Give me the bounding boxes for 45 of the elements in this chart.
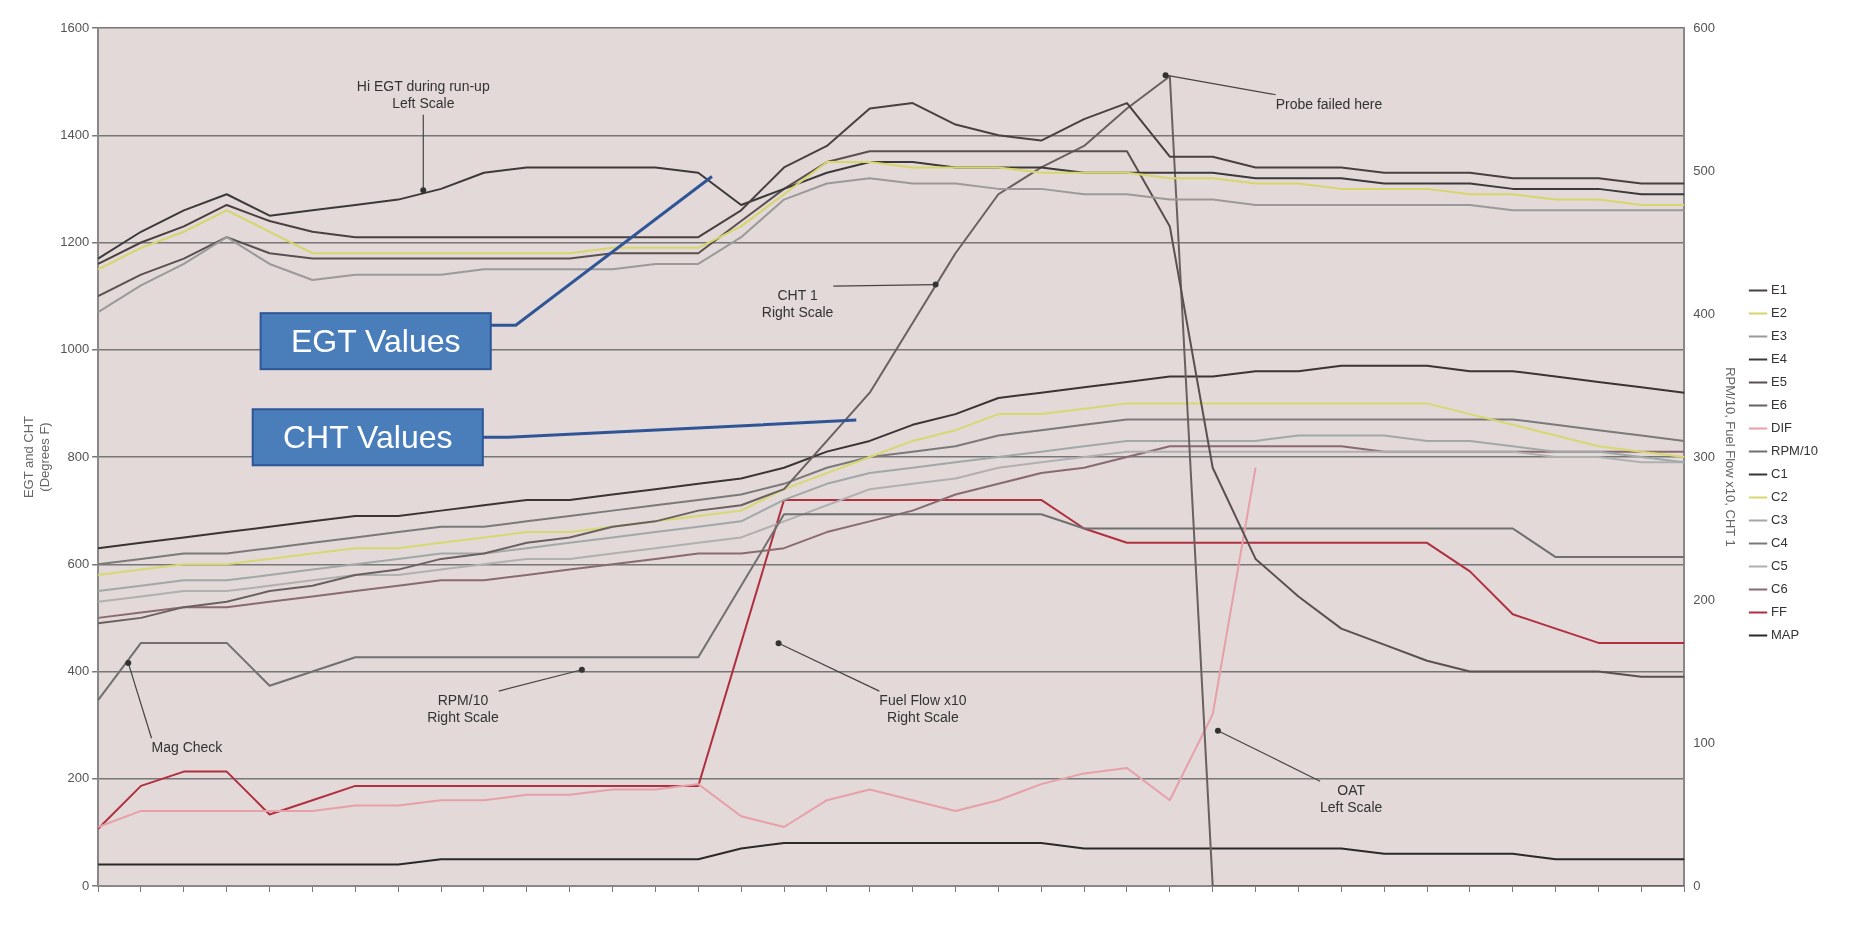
y2-axis-title: RPM/10, Fuel Flow x10, CHT 1 bbox=[1723, 367, 1739, 547]
y-tick-label: 1600 bbox=[60, 19, 90, 35]
legend-label: E1 bbox=[1771, 282, 1787, 298]
y2-tick-label: 400 bbox=[1693, 305, 1715, 321]
y-tick-label: 1000 bbox=[60, 341, 90, 357]
y2-tick-label: 0 bbox=[1693, 877, 1701, 893]
y-axis-title: EGT and CHT (Degrees F) bbox=[21, 415, 52, 499]
annotation: Mag Check bbox=[151, 739, 224, 756]
legend-label: C2 bbox=[1771, 489, 1788, 505]
legend-label: E6 bbox=[1771, 397, 1787, 413]
legend-label: C6 bbox=[1771, 581, 1788, 597]
callout-box: EGT Values bbox=[259, 175, 713, 371]
y-tick-label: 800 bbox=[67, 448, 90, 464]
y-tick-label: 200 bbox=[67, 770, 90, 786]
legend-label: C3 bbox=[1771, 512, 1788, 528]
legend-label: C4 bbox=[1771, 535, 1788, 551]
y2-tick-label: 600 bbox=[1693, 19, 1715, 35]
y2-tick-label: 200 bbox=[1693, 591, 1715, 607]
legend-label: C1 bbox=[1771, 466, 1788, 482]
y-tick-label: 1400 bbox=[60, 126, 90, 142]
annotation: CHT Values bbox=[282, 419, 453, 456]
annotation: CHT 1 Right Scale bbox=[761, 286, 834, 320]
legend-label: E5 bbox=[1771, 374, 1787, 390]
y2-tick-label: 100 bbox=[1693, 734, 1715, 750]
y2-tick-label: 300 bbox=[1693, 448, 1715, 464]
annotation: RPM/10 Right Scale bbox=[427, 691, 499, 725]
y-tick-label: 400 bbox=[67, 663, 90, 679]
y-tick-label: 600 bbox=[67, 555, 90, 571]
annotation: Probe failed here bbox=[1275, 95, 1383, 112]
y2-tick-label: 500 bbox=[1693, 162, 1715, 178]
annotation: Hi EGT during run-up Left Scale bbox=[356, 77, 490, 111]
legend-label: E2 bbox=[1771, 305, 1787, 321]
legend-label: MAP bbox=[1771, 627, 1800, 643]
y-tick-label: 1200 bbox=[60, 234, 90, 250]
annotation: EGT Values bbox=[290, 323, 461, 360]
legend-label: FF bbox=[1771, 604, 1787, 620]
annotation: Fuel Flow x10 Right Scale bbox=[879, 691, 967, 725]
legend-label: DIF bbox=[1771, 420, 1793, 436]
y-tick-label: 0 bbox=[81, 877, 90, 893]
legend-label: RPM/10 bbox=[1771, 443, 1819, 459]
callout-box: CHT Values bbox=[251, 408, 857, 467]
legend-label: C5 bbox=[1771, 558, 1788, 574]
legend-label: E3 bbox=[1771, 328, 1787, 344]
legend-label: E4 bbox=[1771, 351, 1787, 367]
annotation: OAT Left Scale bbox=[1320, 782, 1383, 816]
